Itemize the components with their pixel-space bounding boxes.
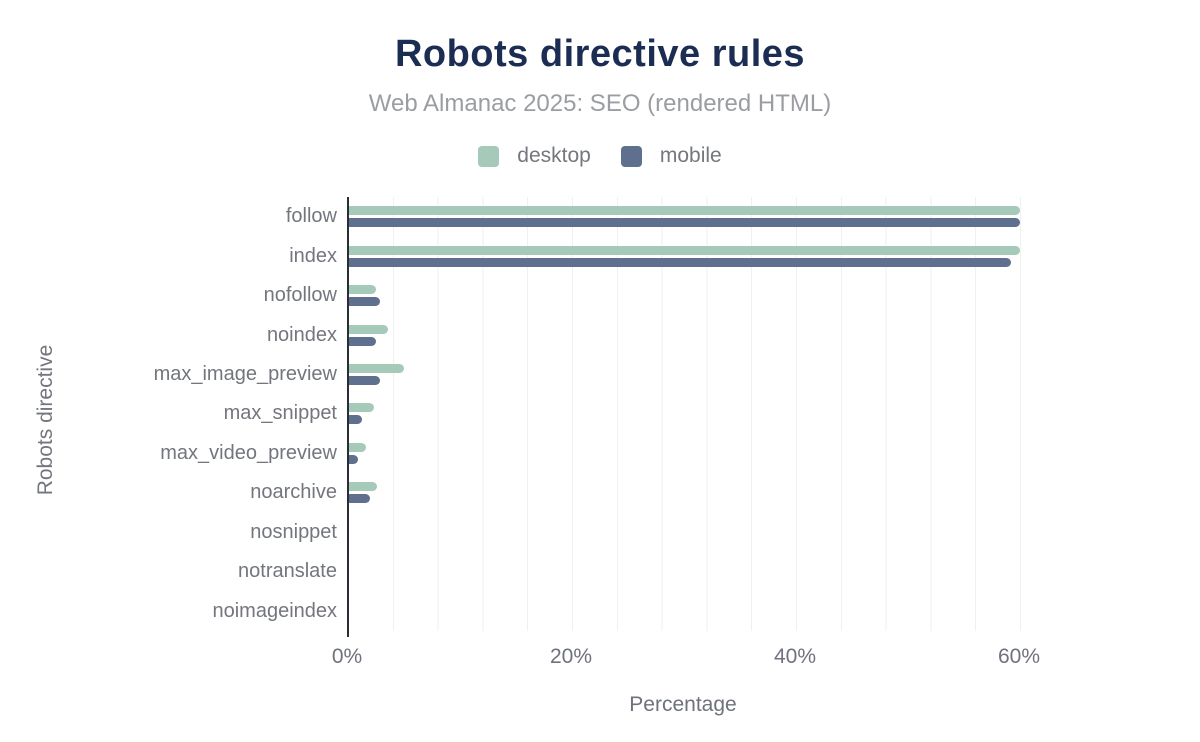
chart-subtitle: Web Almanac 2025: SEO (rendered HTML) xyxy=(368,90,832,117)
legend-label-mobile: mobile xyxy=(659,144,722,167)
bar-mobile xyxy=(349,336,376,346)
y-category-labels: follow index nofollow noindex max_image_prev… xyxy=(0,197,337,631)
category-label: noarchive xyxy=(250,481,337,504)
x-axis-ticks: 0% 20% 40% 60% xyxy=(0,645,1200,671)
category-label: noindex xyxy=(266,323,337,346)
bar-desktop xyxy=(349,324,389,334)
category-label: max_video_preview xyxy=(160,441,337,464)
category-label: nofollow xyxy=(263,284,337,307)
legend-item-desktop: desktop xyxy=(478,144,591,168)
bar-mobile xyxy=(349,494,371,504)
category-label: max_snippet xyxy=(223,402,337,425)
x-axis-zero-tick xyxy=(347,631,349,637)
bar-desktop xyxy=(349,403,374,413)
bar-row xyxy=(349,236,1023,275)
bar-desktop xyxy=(349,442,366,452)
bar-mobile xyxy=(349,415,363,425)
bar-desktop xyxy=(349,206,1020,216)
bar-desktop xyxy=(349,482,377,492)
bar-row xyxy=(349,473,1023,512)
bar-row xyxy=(349,197,1023,236)
bar-mobile xyxy=(349,454,358,464)
x-tick-label: 0% xyxy=(331,645,363,668)
bar-row xyxy=(349,355,1023,394)
legend: desktop mobile xyxy=(0,144,1200,168)
bar-mobile xyxy=(349,257,1011,267)
bar-row xyxy=(349,276,1023,315)
x-tick-label: 60% xyxy=(997,645,1041,668)
x-tick-label: 40% xyxy=(773,645,817,668)
bar-row xyxy=(349,394,1023,433)
bar-desktop xyxy=(349,245,1020,255)
bar-mobile xyxy=(349,376,381,385)
category-label: notranslate xyxy=(238,560,337,583)
bar-row xyxy=(349,315,1023,354)
x-tick-label: 20% xyxy=(549,645,593,668)
chart-title: Robots directive rules xyxy=(394,33,806,75)
category-label: max_image_preview xyxy=(153,363,337,386)
bar-row xyxy=(349,552,1023,591)
bar-mobile xyxy=(349,218,1020,228)
bar-row xyxy=(349,513,1023,552)
legend-label-desktop: desktop xyxy=(517,144,591,167)
plot-area xyxy=(347,197,1023,631)
category-label: nosnippet xyxy=(250,520,337,543)
plot-rows xyxy=(349,197,1023,631)
bar-desktop xyxy=(349,364,404,373)
category-label: index xyxy=(289,244,337,267)
category-label: noimageindex xyxy=(212,599,337,622)
desktop-swatch-icon xyxy=(478,145,500,167)
bar-row xyxy=(349,592,1023,631)
bar-desktop xyxy=(349,285,376,295)
bar-mobile xyxy=(349,297,381,307)
mobile-swatch-icon xyxy=(620,145,642,167)
legend-item-mobile: mobile xyxy=(620,144,722,168)
bar-row xyxy=(349,434,1023,473)
category-label: follow xyxy=(285,205,337,228)
x-axis-title: Percentage xyxy=(629,693,737,716)
